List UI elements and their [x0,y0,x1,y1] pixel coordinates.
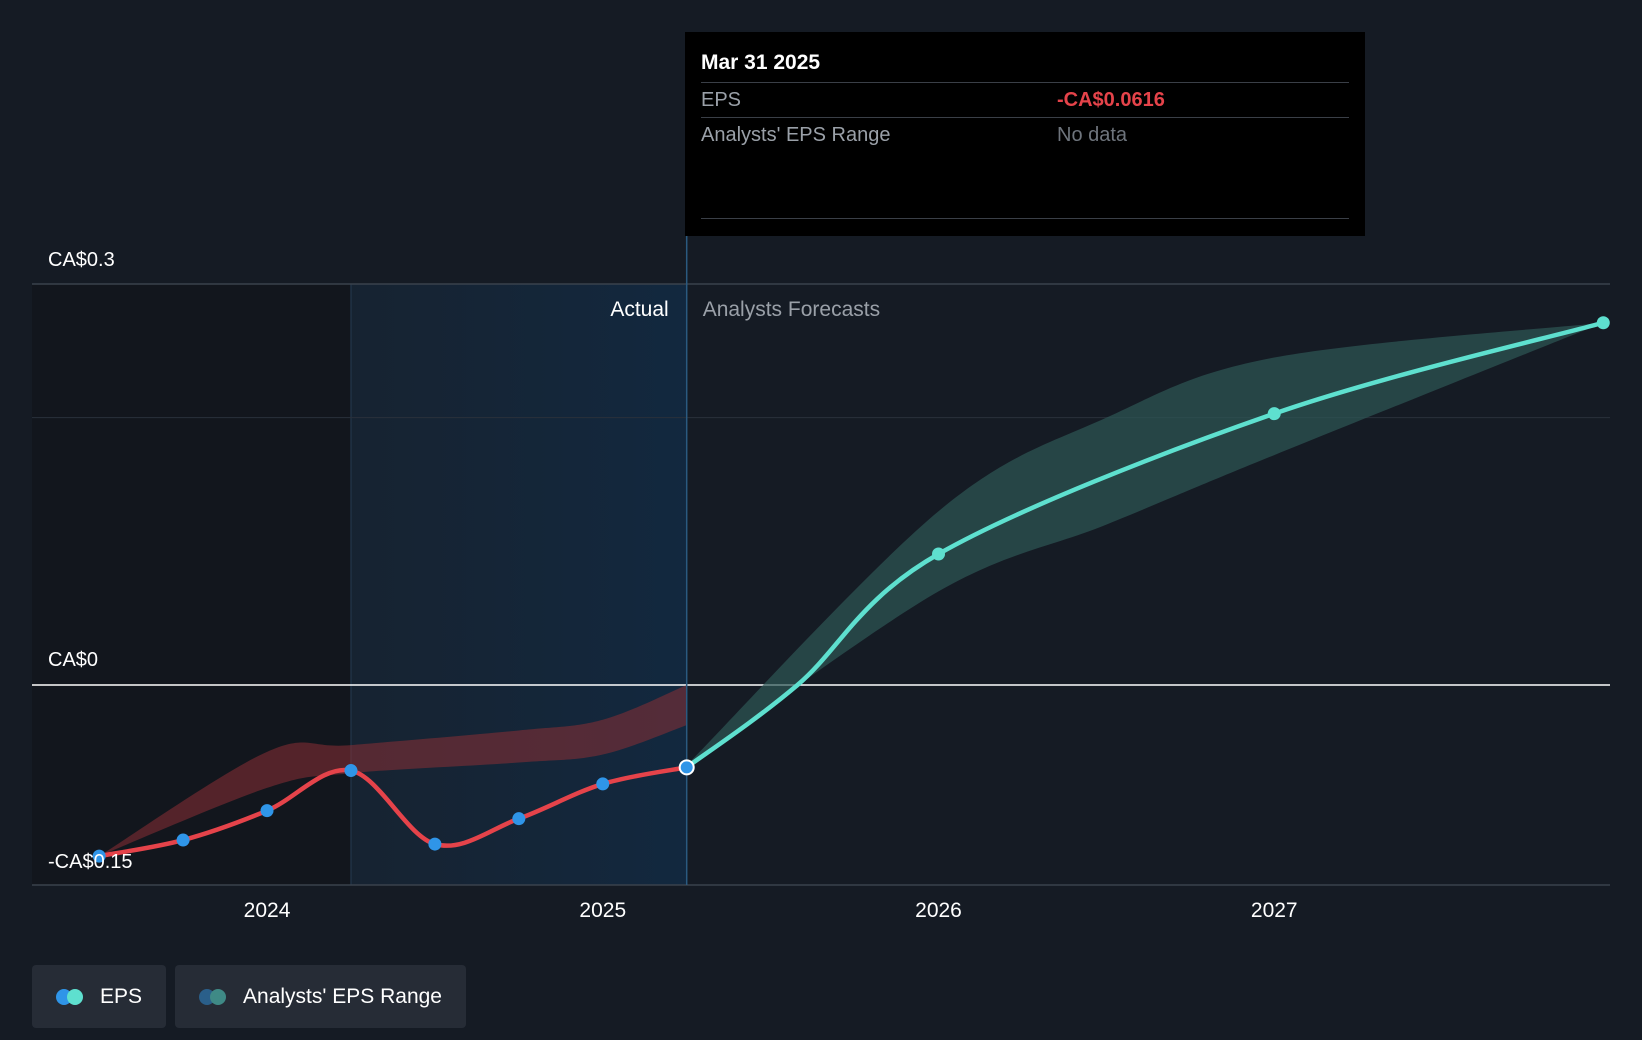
eps-point [260,804,274,818]
y-axis-label: CA$0.3 [48,249,115,271]
legend-range-swatch-icon [199,988,229,1005]
eps-forecast-point [1596,316,1610,330]
tooltip-range-value: No data [1057,124,1128,146]
legend-item-eps[interactable]: EPS [32,965,167,1028]
tooltip-divider [701,218,1349,219]
eps-chart: CA$0.3 CA$0 -CA$0.15 2024 2025 2026 2027 Actual… [32,236,1610,922]
eps-point [344,764,358,778]
tooltip-eps-value: -CA$0.0616 [1057,89,1165,111]
y-axis-label: -CA$0.15 [48,851,133,873]
eps-line-actual [96,765,689,859]
x-axis-tick-label: 2025 [579,899,626,922]
eps-point [176,833,190,847]
tooltip-row-eps: EPS -CA$0.0616 [701,83,1349,118]
eps-range-band-forecast [686,322,1604,766]
tooltip-eps-label: EPS [701,89,742,111]
chart-legend: EPS Analysts' EPS Range [32,965,466,1028]
x-axis-tick-label: 2026 [915,899,962,922]
eps-point [92,849,106,863]
hover-tooltip: Mar 31 2025 EPS -CA$0.0616 Analysts' EPS… [685,32,1365,236]
eps-forecast-point [1267,407,1281,421]
tooltip-date: Mar 31 2025 [701,32,1349,83]
eps-point-selected [678,759,695,776]
eps-forecast-point [932,547,946,561]
tooltip-row-range: Analysts' EPS Range No data [701,118,1349,152]
legend-eps-label: EPS [100,984,143,1008]
past-shade [32,284,351,885]
eps-line-forecast [684,320,1606,770]
x-axis-tick-label: 2027 [1251,899,1298,922]
legend-item-eps-range[interactable]: Analysts' EPS Range [175,965,466,1028]
eps-point [428,837,442,851]
x-axis-tick-label: 2024 [244,899,291,922]
legend-range-label: Analysts' EPS Range [243,984,442,1008]
eps-point [596,777,610,791]
eps-point [512,812,526,826]
legend-eps-swatch-icon [56,988,86,1005]
tooltip-range-label: Analysts' EPS Range [701,124,891,146]
y-axis-label: CA$0 [48,649,98,671]
region-label-actual: Actual [610,298,668,321]
highlight-region [350,284,687,885]
region-label-forecast: Analysts Forecasts [703,298,880,321]
